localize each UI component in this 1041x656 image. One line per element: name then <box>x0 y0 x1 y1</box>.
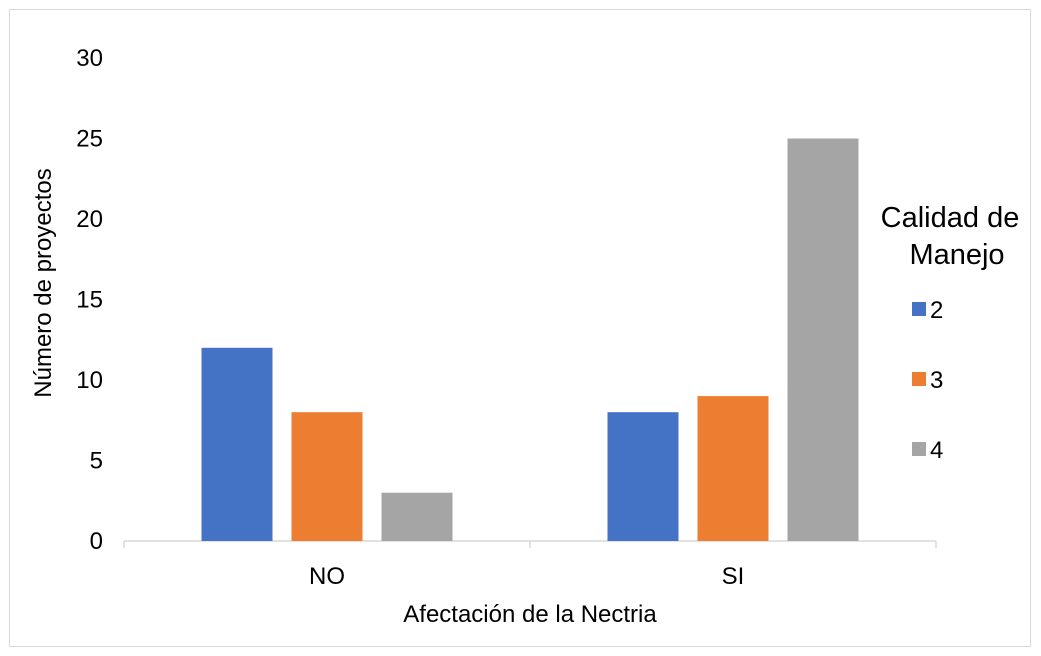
legend-swatch <box>912 302 926 316</box>
y-axis-title: Número de proyectos <box>30 168 57 397</box>
y-tick-label: 30 <box>76 45 103 72</box>
legend-label: 3 <box>930 367 943 394</box>
y-tick-label: 5 <box>90 448 103 475</box>
legend: Calidad de Manejo 2 3 4 <box>881 202 1020 464</box>
x-category-label: SI <box>722 563 745 590</box>
y-tick-label: 20 <box>76 206 103 233</box>
bars <box>201 138 859 541</box>
bar-no-series-4 <box>381 492 453 541</box>
legend-items: 2 3 4 <box>912 297 943 464</box>
legend-swatch <box>912 442 926 456</box>
x-axis-title: Afectación de la Nectria <box>403 601 657 628</box>
legend-swatch <box>912 372 926 386</box>
bar-no-series-3 <box>291 412 363 541</box>
x-category-label: NO <box>309 563 345 590</box>
bar-si-series-4 <box>787 138 859 541</box>
bar-si-series-2 <box>607 412 679 541</box>
y-tick-label: 0 <box>90 528 103 555</box>
y-tick-label: 25 <box>76 126 103 153</box>
legend-title-line-2: Manejo <box>909 239 1004 271</box>
bar-si-series-3 <box>697 396 769 541</box>
legend-title-line-1: Calidad de <box>881 202 1020 234</box>
x-axis-category-labels: NO SI <box>309 563 744 590</box>
legend-label: 4 <box>930 437 943 464</box>
x-axis-tick-marks <box>123 541 937 548</box>
y-axis-tick-labels: 0 5 10 15 20 25 30 <box>76 45 103 555</box>
y-tick-label: 15 <box>76 287 103 314</box>
y-tick-label: 10 <box>76 367 103 394</box>
bar-no-series-2 <box>201 347 273 541</box>
legend-label: 2 <box>930 297 943 324</box>
